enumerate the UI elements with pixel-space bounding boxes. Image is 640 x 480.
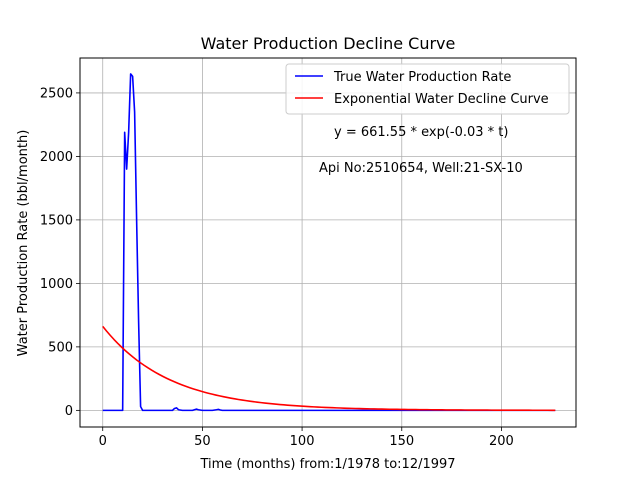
- x-axis-label: Time (months) from:1/1978 to:12/1997: [199, 457, 455, 472]
- legend-label-decline-curve: Exponential Water Decline Curve: [334, 92, 549, 107]
- chart-title: Water Production Decline Curve: [201, 34, 456, 53]
- y-tick-label: 0: [65, 404, 73, 419]
- y-tick-label: 2500: [40, 86, 73, 101]
- equation-annotation: y = 661.55 * exp(-0.03 * t): [334, 125, 508, 140]
- y-tick-label: 2000: [40, 150, 73, 165]
- series-layer: [102, 73, 556, 412]
- well-annotation: Api No:2510654, Well:21-SX-10: [319, 161, 523, 176]
- series-exponential-decline-curve: [102, 325, 556, 412]
- legend: True Water Production Rate Exponential W…: [285, 63, 570, 115]
- y-axis-label: Water Production Rate (bbl/month): [16, 130, 31, 357]
- series-true-water-production-rate: [102, 73, 556, 412]
- y-tick-label: 1500: [40, 213, 73, 228]
- x-tick-label: 100: [290, 434, 315, 449]
- plot-frame: [79, 57, 577, 428]
- y-tick-label: 500: [48, 340, 73, 355]
- x-tick-label: 50: [194, 434, 211, 449]
- y-tick-label: 1000: [40, 277, 73, 292]
- x-tick-label: 150: [389, 434, 414, 449]
- legend-label-true-rate: True Water Production Rate: [333, 70, 511, 85]
- x-tick-label: 200: [489, 434, 514, 449]
- x-tick-label: 0: [99, 434, 107, 449]
- legend-box: [285, 63, 570, 115]
